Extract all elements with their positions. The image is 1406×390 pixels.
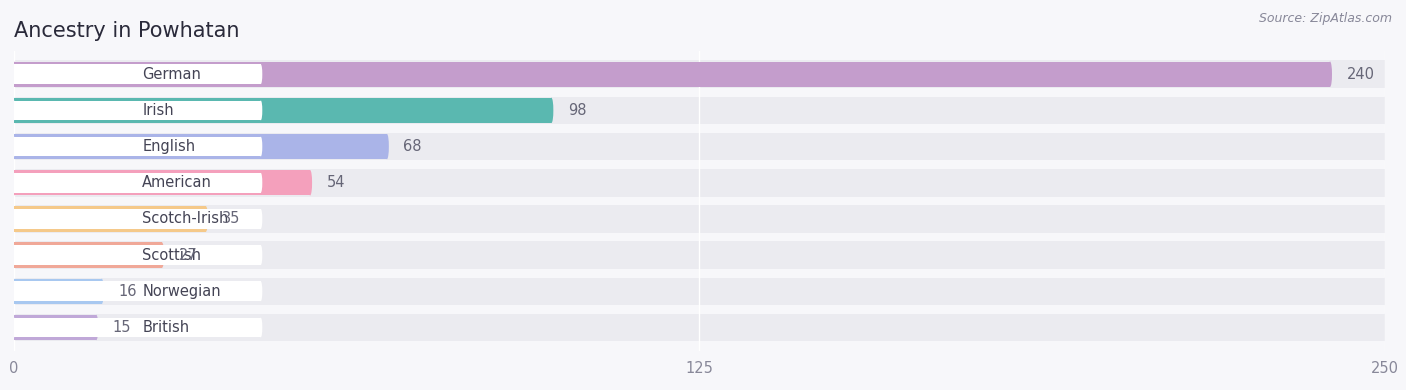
- Ellipse shape: [385, 134, 389, 159]
- Text: 35: 35: [222, 211, 240, 227]
- Bar: [14, 314, 1385, 341]
- Bar: [14, 64, 262, 84]
- Bar: [14, 241, 1385, 269]
- Bar: [14, 62, 1330, 87]
- Text: Source: ZipAtlas.com: Source: ZipAtlas.com: [1258, 12, 1392, 25]
- Text: Irish: Irish: [142, 103, 174, 118]
- Ellipse shape: [259, 317, 263, 337]
- Ellipse shape: [13, 278, 15, 304]
- Ellipse shape: [13, 173, 15, 193]
- Ellipse shape: [13, 64, 15, 84]
- Ellipse shape: [13, 97, 15, 124]
- Bar: [14, 282, 262, 301]
- Text: German: German: [142, 67, 201, 82]
- Ellipse shape: [1329, 62, 1331, 87]
- Ellipse shape: [100, 278, 104, 304]
- Bar: [14, 245, 262, 265]
- Ellipse shape: [13, 314, 15, 341]
- Ellipse shape: [160, 243, 165, 268]
- Ellipse shape: [13, 169, 15, 197]
- Ellipse shape: [259, 209, 263, 229]
- Ellipse shape: [13, 60, 15, 88]
- Ellipse shape: [13, 245, 15, 265]
- Ellipse shape: [1384, 133, 1386, 160]
- Bar: [14, 137, 262, 156]
- Ellipse shape: [13, 206, 15, 232]
- Bar: [14, 101, 262, 120]
- Ellipse shape: [259, 137, 263, 156]
- Bar: [14, 205, 1385, 233]
- Ellipse shape: [308, 170, 312, 195]
- Ellipse shape: [13, 241, 15, 269]
- Ellipse shape: [13, 134, 15, 159]
- Ellipse shape: [550, 98, 554, 123]
- Ellipse shape: [94, 315, 98, 340]
- Bar: [14, 173, 262, 193]
- Text: 240: 240: [1347, 67, 1375, 82]
- Bar: [14, 278, 1385, 305]
- Bar: [14, 98, 551, 123]
- Ellipse shape: [259, 64, 263, 84]
- Bar: [14, 133, 1385, 160]
- Text: 68: 68: [404, 139, 422, 154]
- Ellipse shape: [1384, 205, 1386, 233]
- Bar: [14, 206, 207, 232]
- Bar: [14, 243, 162, 268]
- Ellipse shape: [1384, 97, 1386, 124]
- Ellipse shape: [13, 317, 15, 337]
- Text: 15: 15: [112, 320, 131, 335]
- Text: Norwegian: Norwegian: [142, 284, 221, 299]
- Text: English: English: [142, 139, 195, 154]
- Ellipse shape: [259, 245, 263, 265]
- Ellipse shape: [1384, 241, 1386, 269]
- Text: 27: 27: [179, 248, 197, 262]
- Ellipse shape: [13, 101, 15, 120]
- Ellipse shape: [13, 282, 15, 301]
- Ellipse shape: [1384, 60, 1386, 88]
- Bar: [14, 278, 101, 304]
- Text: 16: 16: [118, 284, 136, 299]
- Ellipse shape: [13, 62, 15, 87]
- Bar: [14, 209, 262, 229]
- Ellipse shape: [259, 101, 263, 120]
- Ellipse shape: [1384, 278, 1386, 305]
- Ellipse shape: [13, 315, 15, 340]
- Ellipse shape: [13, 243, 15, 268]
- Bar: [14, 60, 1385, 88]
- Ellipse shape: [13, 133, 15, 160]
- Bar: [14, 169, 1385, 197]
- Text: Scotch-Irish: Scotch-Irish: [142, 211, 229, 227]
- Text: British: British: [142, 320, 190, 335]
- Bar: [14, 97, 1385, 124]
- Bar: [14, 170, 311, 195]
- Ellipse shape: [13, 209, 15, 229]
- Bar: [14, 317, 262, 337]
- Bar: [14, 315, 96, 340]
- Ellipse shape: [204, 206, 208, 232]
- Ellipse shape: [1384, 314, 1386, 341]
- Ellipse shape: [259, 173, 263, 193]
- Text: 98: 98: [568, 103, 586, 118]
- Text: American: American: [142, 175, 212, 190]
- Ellipse shape: [259, 282, 263, 301]
- Ellipse shape: [13, 137, 15, 156]
- Text: Scottish: Scottish: [142, 248, 201, 262]
- Ellipse shape: [13, 205, 15, 233]
- Ellipse shape: [1384, 169, 1386, 197]
- Text: Ancestry in Powhatan: Ancestry in Powhatan: [14, 21, 239, 41]
- Bar: [14, 134, 387, 159]
- Text: 54: 54: [326, 175, 344, 190]
- Ellipse shape: [13, 98, 15, 123]
- Ellipse shape: [13, 278, 15, 305]
- Ellipse shape: [13, 170, 15, 195]
